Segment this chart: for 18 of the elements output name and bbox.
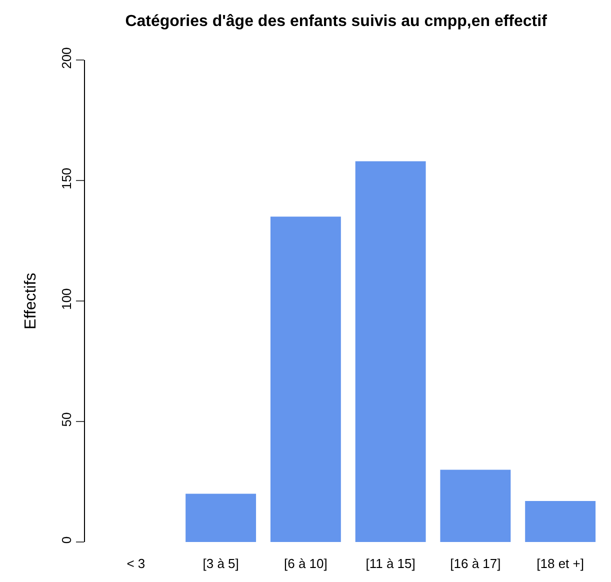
y-tick-label: 0: [58, 536, 74, 544]
bar: [440, 470, 511, 542]
bar: [525, 501, 596, 542]
y-tick-label: 100: [58, 288, 74, 310]
bar: [186, 494, 256, 542]
x-tick-label: < 3: [126, 556, 146, 571]
y-tick-label: 50: [58, 412, 74, 427]
x-tick-label: [16 à 17]: [450, 556, 501, 571]
x-tick-label: [6 à 10]: [284, 556, 328, 571]
chart-title: Catégories d'âge des enfants suivis au cmpp,en effectif: [125, 12, 548, 30]
bar: [355, 161, 426, 542]
x-tick-label: [3 à 5]: [202, 556, 239, 571]
bar: [270, 216, 341, 542]
x-tick-label: [18 et +]: [536, 556, 584, 571]
y-axis-title: Effectifs: [22, 272, 40, 330]
y-tick-label: 150: [58, 168, 74, 190]
y-tick-label: 200: [58, 47, 74, 69]
x-tick-label: [11 à 15]: [366, 556, 416, 571]
